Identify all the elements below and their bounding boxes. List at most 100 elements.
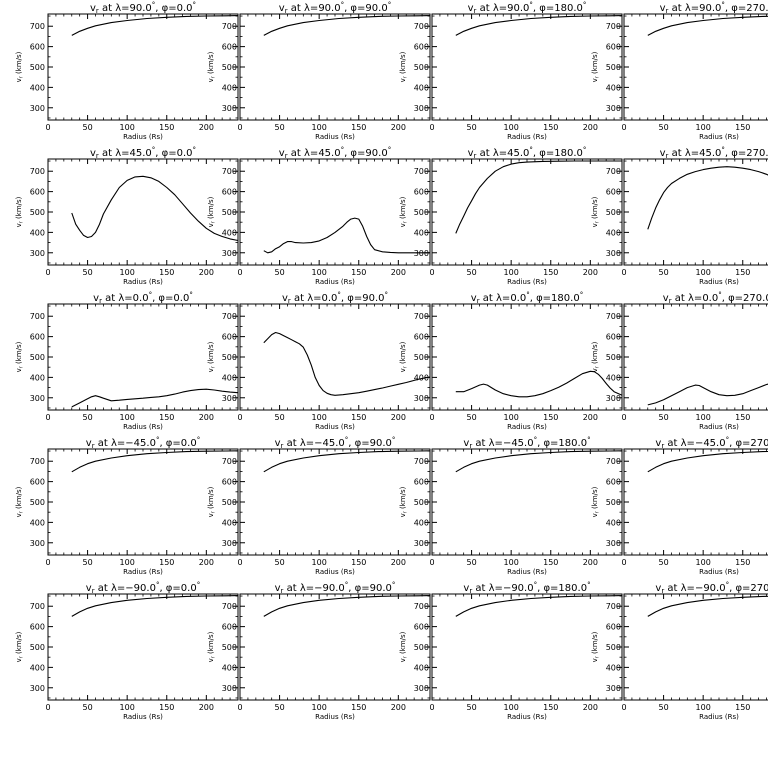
y-tick-label: 300: [414, 394, 429, 403]
y-tick-label: 300: [30, 249, 45, 258]
x-tick-label: 50: [466, 413, 476, 422]
panel: vr at λ=−45.0°, φ=0.0°0 50 100 150 200300400…: [15, 436, 239, 576]
x-tick-label: 150: [735, 703, 750, 712]
y-tick-label: 400: [606, 663, 621, 672]
x-axis-label: Radius (Rs): [699, 423, 739, 431]
x-tick-label: 0: [621, 268, 626, 277]
y-axis-label: vr (km/s): [591, 51, 601, 82]
x-tick-label: 50: [82, 123, 92, 132]
y-label-subscript: r: [19, 655, 25, 658]
y-label-units: (km/s): [591, 631, 599, 656]
x-tick-label: 150: [735, 558, 750, 567]
y-label-subscript: r: [211, 220, 217, 223]
panel-title: vr at λ=90.0°, φ=90.0°: [279, 1, 391, 15]
title-degree: °: [583, 1, 587, 9]
title-latitude: at λ=−90.0: [283, 583, 344, 594]
y-axis-label: vr (km/s): [591, 341, 601, 372]
y-tick-label: 500: [222, 353, 237, 362]
series-line: [455, 595, 623, 617]
x-tick-label: 0: [45, 123, 50, 132]
y-tick-label: 500: [222, 63, 237, 72]
y-tick-label: 300: [606, 104, 621, 113]
title-degree: °: [529, 146, 533, 154]
y-tick-label: 500: [222, 643, 237, 652]
y-tick-label: 300: [606, 249, 621, 258]
title-degree: °: [721, 146, 725, 154]
title-latitude: at λ=0.0: [102, 293, 149, 304]
series-line: [647, 383, 768, 406]
y-axis-label: vr (km/s): [15, 51, 25, 82]
series-line: [263, 331, 431, 396]
y-tick-label: 400: [606, 83, 621, 92]
title-latitude: at λ=45.0: [288, 148, 341, 159]
axes-frame: [623, 13, 768, 121]
title-degree: °: [529, 1, 533, 9]
panel-title: vr at λ=−90.0°, φ=180.0°: [463, 581, 590, 595]
y-label-units: (km/s): [591, 51, 599, 76]
title-degree: °: [583, 146, 587, 154]
x-axis-label: Radius (Rs): [315, 133, 355, 141]
x-tick-label: 150: [735, 123, 750, 132]
x-tick-label: 200: [199, 558, 214, 567]
y-axis-label: vr (km/s): [207, 486, 217, 517]
x-tick-label: 0: [237, 123, 242, 132]
panel-title: vr at λ=−45.0°, φ=270.0°: [655, 436, 768, 450]
y-tick-label: 700: [414, 602, 429, 611]
x-tick-label: 50: [658, 268, 668, 277]
x-tick-label: 50: [82, 268, 92, 277]
x-axis-label: Radius (Rs): [123, 278, 163, 286]
x-tick-label: 50: [658, 123, 668, 132]
series-line: [455, 15, 623, 36]
x-tick-label: 100: [696, 268, 711, 277]
x-tick-label: 200: [199, 413, 214, 422]
y-axis-label: vr (km/s): [399, 341, 409, 372]
y-tick-label: 600: [606, 478, 621, 487]
x-tick-label: 200: [391, 703, 406, 712]
title-subscript: r: [281, 587, 284, 595]
title-symbol: v: [282, 293, 288, 304]
title-subscript: r: [92, 442, 95, 450]
series-line: [263, 595, 431, 617]
title-latitude: at λ=0.0: [291, 293, 338, 304]
x-tick-label: 50: [274, 413, 284, 422]
panel-title: vr at λ=45.0°, φ=180.0°: [468, 146, 587, 160]
series-line: [71, 15, 239, 36]
title-latitude: at λ=−45.0: [283, 438, 344, 449]
y-tick-label: 400: [30, 228, 45, 237]
title-subscript: r: [99, 297, 102, 305]
y-label-subscript: r: [595, 75, 601, 78]
y-tick-label: 600: [414, 188, 429, 197]
y-tick-label: 300: [222, 539, 237, 548]
y-axis-label: vr (km/s): [207, 631, 217, 662]
title-longitude: , φ=0.0: [152, 293, 189, 304]
x-tick-label: 100: [696, 703, 711, 712]
x-axis-label: Radius (Rs): [699, 568, 739, 576]
panel: vr at λ=90.0°, φ=180.0°0 50 100 150 20030040…: [399, 1, 623, 141]
panel: vr at λ=−90.0°, φ=90.0°0 50 100 150 20030040…: [207, 581, 431, 721]
y-tick-label: 300: [30, 684, 45, 693]
y-label-symbol: v: [207, 78, 215, 82]
y-label-units: (km/s): [591, 486, 599, 511]
x-tick-label: 150: [735, 413, 750, 422]
title-degree: °: [718, 291, 722, 299]
x-tick-label: 100: [120, 123, 135, 132]
y-tick-label: 300: [30, 104, 45, 113]
x-tick-label: 0: [621, 703, 626, 712]
title-longitude: , φ=270.0: [725, 3, 768, 14]
title-degree: °: [152, 1, 156, 9]
panel-title: vr at λ=−45.0°, φ=0.0°: [86, 436, 200, 450]
title-degree: °: [385, 291, 389, 299]
title-latitude: at λ=−90.0: [664, 583, 725, 594]
x-tick-label: 0: [429, 703, 434, 712]
y-tick-label: 700: [606, 22, 621, 31]
title-symbol: v: [275, 438, 281, 449]
panel: vr at λ=−45.0°, φ=90.0°0 50 100 150 20030040…: [207, 436, 431, 576]
y-label-symbol: v: [15, 658, 23, 662]
title-latitude: at λ=90.0: [668, 3, 721, 14]
x-tick-label: 50: [274, 703, 284, 712]
x-tick-label: 100: [312, 268, 327, 277]
y-axis-label: vr (km/s): [399, 196, 409, 227]
x-tick-label: 50: [466, 268, 476, 277]
y-label-units: (km/s): [15, 486, 23, 511]
panel: vr at λ=−90.0°, φ=0.0°0 50 100 150 200300400…: [15, 581, 239, 721]
